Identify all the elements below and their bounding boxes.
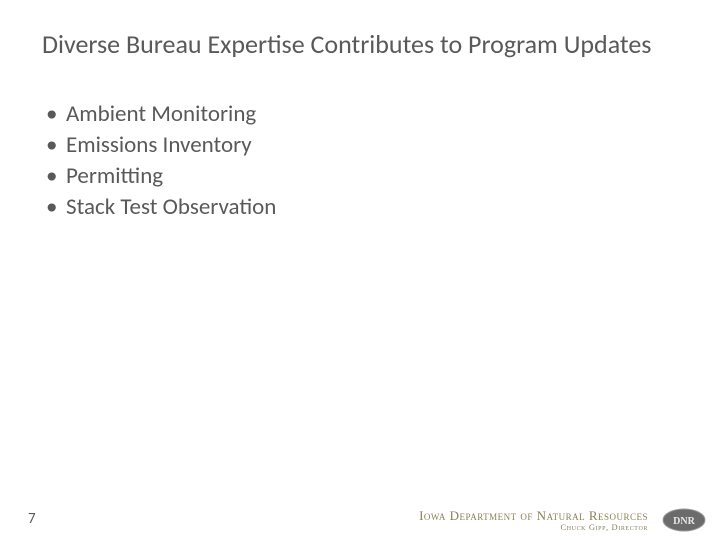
organization-subtitle: Chuck Gipp, Director [419, 523, 648, 532]
bullet-dot-icon: • [44, 161, 66, 192]
bullet-dot-icon: • [44, 192, 66, 223]
footer: 7 Iowa Department of Natural Resources C… [0, 506, 720, 540]
list-item-text: Stack Test Observation [66, 192, 276, 223]
organization-block: Iowa Department of Natural Resources Chu… [419, 509, 648, 532]
page-number: 7 [28, 510, 36, 528]
organization-name: Iowa Department of Natural Resources [419, 509, 648, 523]
list-item-text: Permitting [66, 161, 163, 192]
dnr-logo-icon: DNR [662, 508, 706, 532]
bullet-dot-icon: • [44, 130, 66, 161]
list-item: • Emissions Inventory [44, 130, 678, 161]
slide: Diverse Bureau Expertise Contributes to … [0, 0, 720, 540]
slide-title: Diverse Bureau Expertise Contributes to … [42, 28, 678, 61]
list-item-text: Ambient Monitoring [66, 99, 256, 130]
list-item-text: Emissions Inventory [66, 130, 252, 161]
list-item: • Ambient Monitoring [44, 99, 678, 130]
bullet-dot-icon: • [44, 99, 66, 130]
logo-text: DNR [673, 516, 695, 527]
bullet-list: • Ambient Monitoring • Emissions Invento… [42, 99, 678, 223]
list-item: • Stack Test Observation [44, 192, 678, 223]
list-item: • Permitting [44, 161, 678, 192]
